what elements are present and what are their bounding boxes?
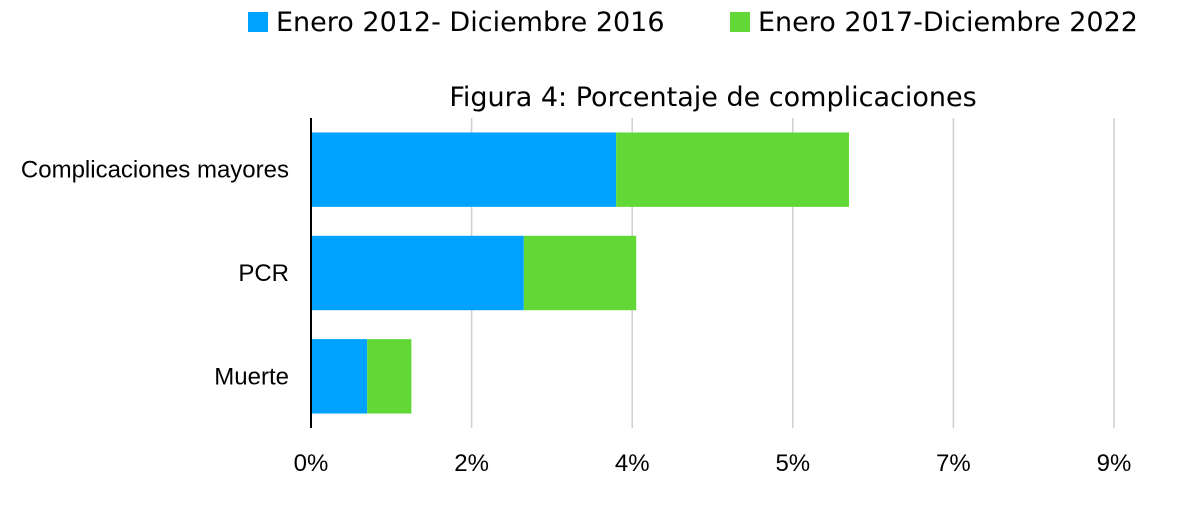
bar-1-complicaciones-mayores (311, 132, 617, 207)
legend: Enero 2012- Diciembre 2016 Enero 2017-Di… (248, 7, 1138, 38)
bar-2-pcr (523, 235, 637, 311)
chart-title: Figura 4: Porcentaje de complicaciones (449, 82, 976, 113)
x-tick-label: 0% (294, 450, 329, 477)
legend-label-series-1: Enero 2012- Diciembre 2016 (276, 7, 665, 38)
legend-swatch-series-2 (730, 12, 750, 32)
bar-2-muerte (367, 339, 412, 414)
x-tick-label: 5% (775, 450, 810, 477)
x-tick-labels: 0% 2% 4% 5% 7% 9% (294, 450, 1132, 477)
bar-1-pcr (311, 235, 524, 311)
category-label: Complicaciones mayores (21, 157, 289, 184)
bar-2-complicaciones-mayores (616, 132, 850, 207)
bar-1-muerte (311, 339, 368, 414)
category-labels: Complicaciones mayores PCR Muerte (21, 157, 289, 391)
x-tick-label: 2% (454, 450, 489, 477)
x-tick-label: 9% (1097, 450, 1132, 477)
bars (311, 132, 850, 414)
x-tick-label: 4% (615, 450, 650, 477)
category-label: Muerte (214, 363, 289, 390)
legend-swatch-series-1 (248, 12, 268, 32)
category-label: PCR (238, 260, 289, 287)
legend-label-series-2: Enero 2017-Diciembre 2022 (758, 7, 1138, 38)
x-tick-label: 7% (936, 450, 971, 477)
